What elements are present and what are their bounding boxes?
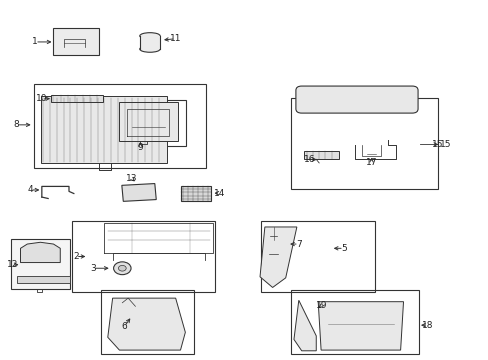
Bar bbox=[140, 36, 160, 49]
Ellipse shape bbox=[140, 33, 160, 39]
Text: 18: 18 bbox=[421, 321, 433, 330]
Text: 14: 14 bbox=[213, 189, 224, 198]
Bar bbox=[50, 95, 102, 103]
Text: 15: 15 bbox=[431, 140, 442, 149]
Ellipse shape bbox=[140, 46, 160, 52]
Bar bbox=[261, 221, 375, 292]
FancyBboxPatch shape bbox=[53, 28, 99, 55]
Bar bbox=[72, 221, 215, 292]
Text: 10: 10 bbox=[36, 94, 47, 103]
Text: 19: 19 bbox=[316, 301, 327, 310]
Text: 15: 15 bbox=[439, 140, 450, 149]
Bar bbox=[303, 151, 338, 159]
FancyBboxPatch shape bbox=[295, 86, 417, 113]
Polygon shape bbox=[20, 242, 60, 262]
Text: 2: 2 bbox=[73, 252, 79, 261]
Polygon shape bbox=[260, 227, 296, 288]
Circle shape bbox=[113, 262, 131, 275]
Text: 13: 13 bbox=[125, 174, 137, 183]
Text: 7: 7 bbox=[295, 239, 301, 248]
Bar bbox=[34, 84, 205, 167]
Text: 1: 1 bbox=[32, 37, 38, 46]
Bar bbox=[180, 186, 210, 201]
Circle shape bbox=[118, 265, 126, 271]
Bar bbox=[116, 100, 186, 146]
Polygon shape bbox=[318, 302, 403, 350]
Text: 17: 17 bbox=[365, 158, 377, 167]
Text: 16: 16 bbox=[304, 155, 315, 164]
Text: 9: 9 bbox=[137, 143, 143, 152]
Bar bbox=[17, 276, 70, 283]
Bar bbox=[102, 290, 193, 354]
Polygon shape bbox=[107, 298, 185, 350]
Text: 12: 12 bbox=[7, 260, 19, 269]
Polygon shape bbox=[122, 184, 156, 201]
Bar bbox=[41, 96, 166, 163]
Bar bbox=[290, 290, 418, 354]
Bar bbox=[11, 239, 70, 288]
Bar bbox=[119, 103, 177, 141]
Polygon shape bbox=[293, 300, 316, 351]
Text: 8: 8 bbox=[14, 120, 20, 129]
Text: 4: 4 bbox=[27, 185, 33, 194]
Text: 11: 11 bbox=[169, 34, 181, 43]
Text: 6: 6 bbox=[121, 322, 127, 331]
Text: 5: 5 bbox=[340, 244, 346, 253]
Text: 3: 3 bbox=[90, 264, 96, 273]
Bar bbox=[290, 98, 438, 189]
